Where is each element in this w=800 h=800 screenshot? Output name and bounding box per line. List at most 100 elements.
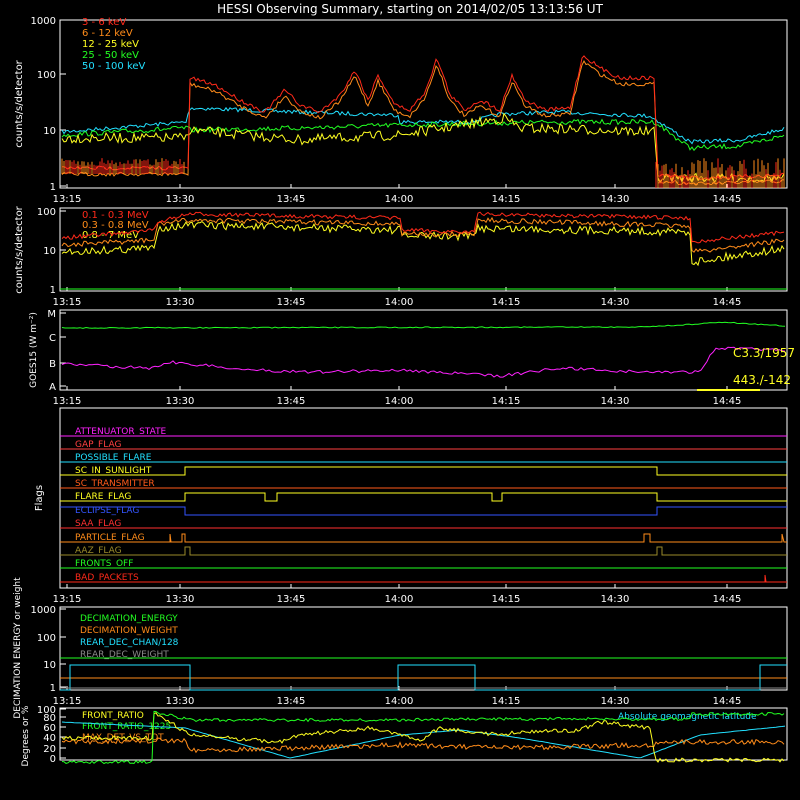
flag-label: AAZ_FLAG — [75, 546, 122, 556]
ylabel-decimation: DECIMATION ENERGY or weight — [13, 577, 23, 719]
legend-entry: 25 - 50 keV — [82, 50, 139, 61]
time-tick-label: 13:30 — [166, 297, 195, 308]
time-tick-label: 13:15 — [53, 696, 82, 707]
time-tick-label: 14:45 — [713, 396, 742, 407]
time-tick-label: 13:30 — [166, 594, 195, 605]
time-tick-label: 13:15 — [53, 297, 82, 308]
time-tick-label: 13:30 — [166, 194, 195, 205]
series-line — [61, 211, 785, 244]
series-line — [61, 216, 785, 253]
plot-goes: A B C M — [47, 309, 786, 393]
legend-entry: Absolute geomagnetic latitude — [618, 712, 757, 722]
ratios-ytick-label: 0 — [50, 754, 56, 765]
time-tick-label: 13:30 — [166, 696, 195, 707]
flag-line — [60, 492, 787, 502]
flag-label: POSSIBLE_FLARE — [75, 453, 152, 463]
time-tick-label: 13:45 — [277, 594, 306, 605]
low-energy-ytick-label: 10 — [43, 126, 56, 137]
flag-label: GAP_FLAG — [75, 440, 121, 450]
ylabel-flags: Flags — [34, 485, 45, 511]
time-tick-label: 14:30 — [601, 396, 630, 407]
series-line — [61, 710, 785, 765]
high-energy-ytick-label: 1 — [50, 285, 56, 296]
time-tick-label: 13:15 — [53, 594, 82, 605]
legend-entry: FRONT_RATIO_1225 — [82, 722, 171, 732]
time-tick-label: 13:45 — [277, 297, 306, 308]
goes-short-line — [61, 346, 786, 378]
panel-frame-high-energy — [59, 207, 788, 292]
legend-entry: FRONT_RATIO — [82, 711, 144, 721]
goes-annotation-position: 443./-142 — [733, 373, 791, 387]
series-line — [61, 106, 785, 145]
flag-label: SC_IN_SUNLIGHT — [75, 466, 152, 476]
time-tick-label: 14:30 — [601, 696, 630, 707]
time-tick-label: 14:15 — [492, 297, 521, 308]
time-tick-label: 14:45 — [713, 194, 742, 205]
legend-entry: 50 - 100 keV — [82, 61, 146, 72]
flag-label: BAD_PACKETS — [75, 573, 139, 583]
flag-label: FRONTS_OFF — [75, 559, 133, 569]
decimation-ytick-label: 10 — [43, 660, 56, 671]
legend-entry: REAR_DEC_WEIGHT — [80, 650, 169, 660]
flag-label: SAA_FLAG — [75, 519, 121, 529]
decimation-ytick-label: 100 — [37, 633, 56, 644]
time-tick-label: 14:00 — [385, 696, 414, 707]
flag-label: SC_TRANSMITTER — [75, 479, 155, 489]
legend-entry: 0.3 - 0.8 MeV — [82, 220, 149, 231]
time-tick-label: 14:45 — [713, 594, 742, 605]
time-tick-label: 14:15 — [492, 396, 521, 407]
time-tick-label: 14:00 — [385, 194, 414, 205]
high-energy-ytick-label: 10 — [43, 246, 56, 257]
flag-line — [60, 466, 787, 476]
legend-entry: 3 - 6 keV — [82, 17, 126, 28]
legend-entry: 12 - 25 keV — [82, 39, 139, 50]
time-tick-label: 13:15 — [53, 194, 82, 205]
flag-label: FLARE_FLAG — [75, 492, 131, 502]
decimation-ytick-label: 1 — [50, 683, 56, 694]
time-tick-label: 14:00 — [385, 297, 414, 308]
ylabel-high-energy: counts/s/detector — [14, 205, 25, 293]
flag-line — [60, 533, 787, 543]
legend-entry: 0.1 - 0.3 MeV — [82, 210, 149, 221]
flag-label: ATTENUATOR_STATE — [75, 427, 167, 437]
time-tick-label: 14:15 — [492, 194, 521, 205]
flag-label: ECLIPSE_FLAG — [75, 506, 139, 516]
flag-line — [60, 546, 787, 556]
time-tick-label: 13:45 — [277, 396, 306, 407]
time-tick-label: 13:45 — [277, 194, 306, 205]
ratios-ytick-label: 80 — [43, 713, 56, 724]
time-tick-label: 13:30 — [166, 396, 195, 407]
time-tick-label: 13:45 — [277, 696, 306, 707]
flag-line — [60, 506, 787, 516]
series-line — [61, 721, 786, 759]
page-title: HESSI Observing Summary, starting on 201… — [217, 2, 603, 16]
goes-ytick-label: B — [49, 359, 56, 370]
ratios-ytick-label: 40 — [43, 733, 56, 744]
series-line — [61, 220, 785, 267]
goes-annotation-flare: C3.3/1957 — [733, 346, 795, 360]
series-line — [61, 712, 785, 763]
ratios-ytick-label: 20 — [43, 744, 56, 755]
decimation-ytick-label: 1000 — [31, 605, 56, 616]
panel-frame-decimation — [59, 606, 788, 691]
ylabel-ratios: Degrees or % — [21, 705, 31, 766]
time-tick-label: 14:45 — [713, 297, 742, 308]
goes-ytick-label: A — [49, 382, 56, 393]
legend-entry: DECIMATION_WEIGHT — [80, 626, 178, 636]
high-energy-ytick-label: 100 — [37, 207, 56, 218]
ylabel-goes: GOES15 (W m⁻²) — [29, 312, 39, 388]
plot-decimation: 1 10 100 1000 DECIMATION_ENERGY DECIMATION_WE… — [31, 605, 787, 694]
plot-flags: ATTENUATOR_STATE GAP_FLAG POSSIBLE_FLARE SC… — [60, 427, 787, 583]
time-axis-labels: 13:15 13:30 13:45 14:00 14:15 14:30 14:45 13:15… — [53, 184, 742, 707]
time-tick-label: 14:15 — [492, 594, 521, 605]
time-tick-label: 14:00 — [385, 594, 414, 605]
panel-frame-flags — [59, 407, 788, 589]
series-line — [61, 118, 785, 152]
legend-entry: REAR_DEC_CHAN/128 — [80, 638, 179, 648]
panel-frame-low-energy — [59, 19, 788, 189]
time-tick-label: 14:30 — [601, 194, 630, 205]
time-tick-label: 14:15 — [492, 696, 521, 707]
goes-long-line — [61, 321, 786, 329]
